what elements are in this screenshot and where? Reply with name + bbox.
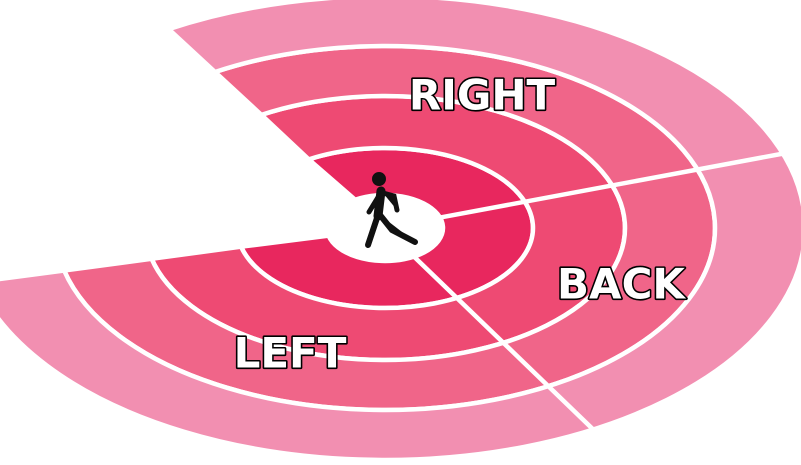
divider-back-left (412, 254, 600, 436)
divider-right-back (439, 150, 790, 220)
zone-dividers (412, 150, 790, 436)
zone-label-left: LEFT (234, 329, 347, 378)
zone-label-right: RIGHT (409, 71, 556, 120)
pedestrian-walking-icon (365, 172, 418, 248)
zone-label-back: BACK (557, 260, 686, 309)
